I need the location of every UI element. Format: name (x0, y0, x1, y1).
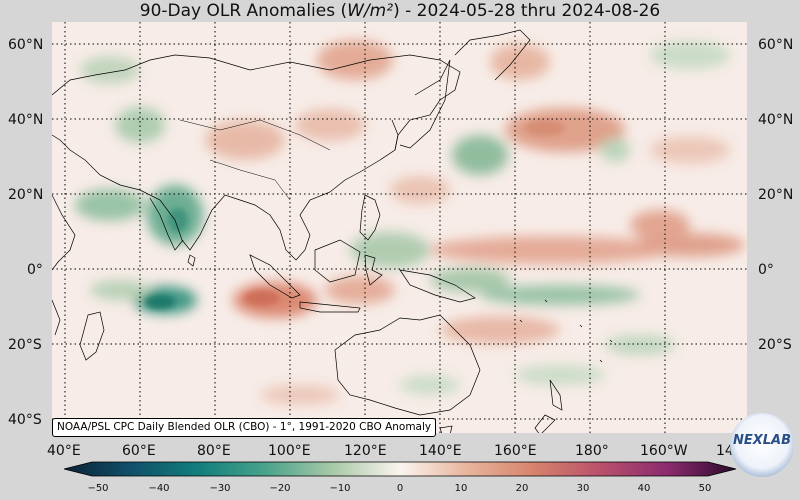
lon-label-120e: 120°E (344, 443, 387, 459)
lat-label-20s-left: 20°S (8, 337, 42, 353)
colorbar-tick: −10 (329, 483, 351, 494)
title-dates: ) - 2024-05-28 thru 2024-08-26 (393, 1, 661, 21)
colorbar-tick: 50 (698, 483, 712, 494)
colorbar-tick: −40 (148, 483, 170, 494)
nexlab-logo: NEXLAB (730, 413, 794, 477)
colorbar-tick: −30 (209, 483, 231, 494)
anomaly-field (52, 22, 747, 433)
lat-label-20n-left: 20°N (8, 187, 44, 203)
title-text: 90-Day OLR Anomalies ( (139, 1, 348, 21)
colorbar-tick: 0 (396, 483, 404, 494)
lat-label-60n-right: 60°N (758, 37, 794, 53)
lat-label-eq-left: 0° (27, 262, 43, 278)
lon-label-80e: 80°E (197, 443, 231, 459)
colorbar-tick: 40 (637, 483, 651, 494)
coastlines (52, 29, 613, 433)
title-unit: W/m² (347, 1, 394, 21)
graticule (52, 22, 747, 433)
colorbar-tick: −20 (269, 483, 291, 494)
colorbar-tick: 20 (515, 483, 529, 494)
data-attribution: NOAA/PSL CPC Daily Blended OLR (CBO) - 1… (52, 418, 437, 437)
colorbar-tick: −50 (87, 483, 109, 494)
lat-label-40n-right: 40°N (758, 112, 794, 128)
colorbar-tick: 30 (576, 483, 590, 494)
lon-label-180: 180° (575, 443, 609, 459)
map-title: 90-Day OLR Anomalies (W/m²) - 2024-05-28… (0, 0, 800, 22)
lat-label-20s-right: 20°S (758, 337, 792, 353)
lat-label-eq-right: 0° (758, 262, 774, 278)
lon-label-160w: 160°W (640, 443, 688, 459)
lon-label-140e: 140°E (419, 443, 462, 459)
colorbar-tick: 10 (454, 483, 468, 494)
lat-label-40s-left: 40°S (8, 412, 42, 428)
lon-label-40e: 40°E (47, 443, 81, 459)
lat-label-40n-left: 40°N (8, 112, 44, 128)
lon-label-160e: 160°E (494, 443, 537, 459)
lat-label-60n-left: 60°N (8, 37, 44, 53)
logo-text: NEXLAB (732, 433, 792, 448)
colorbar (63, 461, 737, 477)
lat-label-20n-right: 20°N (758, 187, 794, 203)
lon-label-60e: 60°E (122, 443, 156, 459)
lon-label-100e: 100°E (268, 443, 311, 459)
